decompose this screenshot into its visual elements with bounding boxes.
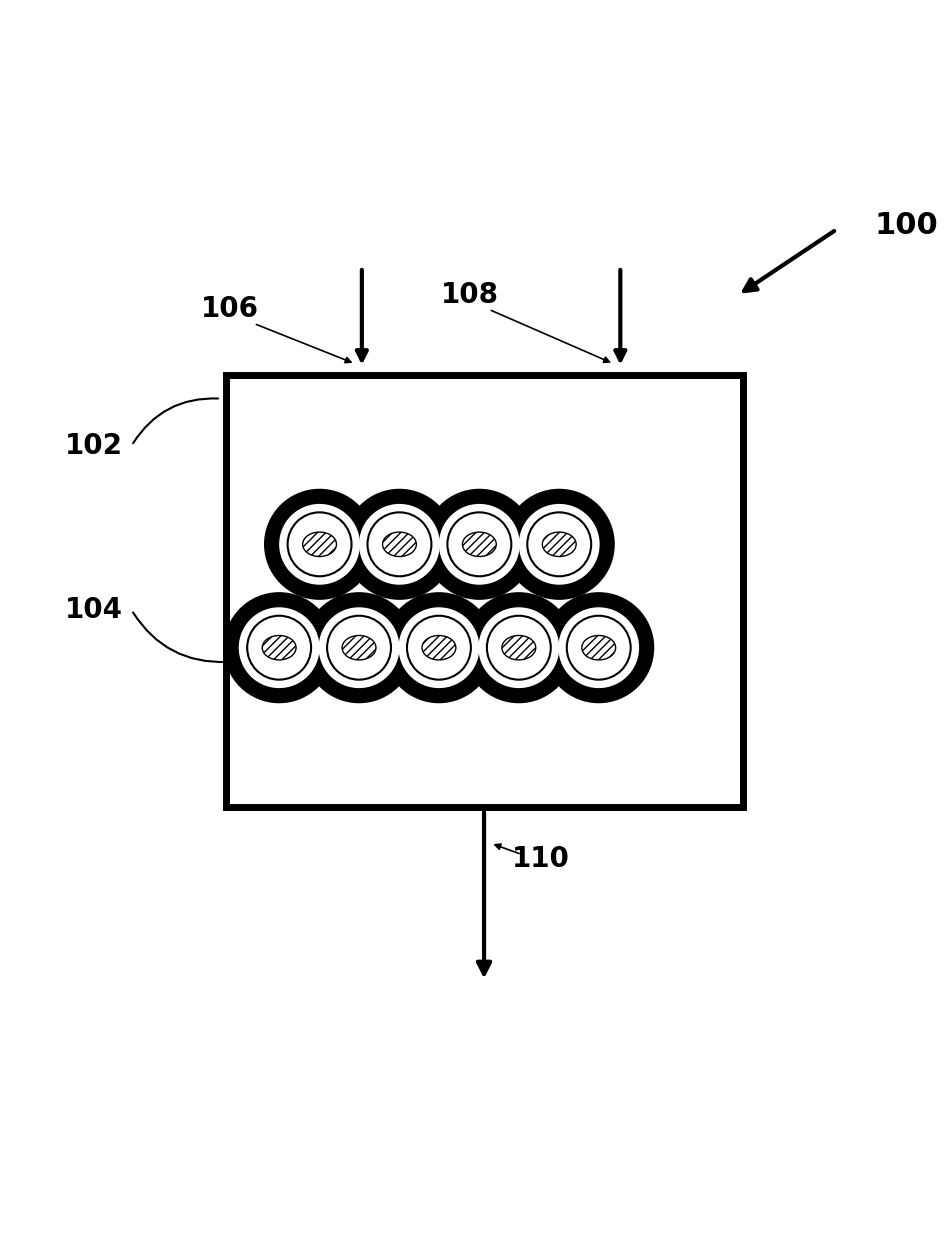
Ellipse shape — [342, 636, 376, 660]
Text: 100: 100 — [874, 211, 938, 239]
Circle shape — [279, 504, 360, 585]
Circle shape — [359, 504, 440, 585]
Circle shape — [385, 593, 493, 703]
Ellipse shape — [262, 636, 296, 660]
Ellipse shape — [383, 532, 416, 556]
Bar — [226, 375, 743, 808]
Circle shape — [225, 593, 333, 703]
Circle shape — [399, 607, 480, 688]
Circle shape — [425, 489, 534, 598]
Circle shape — [319, 607, 400, 688]
Circle shape — [305, 593, 413, 703]
Ellipse shape — [422, 636, 456, 660]
Circle shape — [545, 593, 653, 703]
Circle shape — [558, 607, 639, 688]
Ellipse shape — [303, 532, 336, 556]
Circle shape — [505, 489, 614, 598]
Text: 110: 110 — [511, 845, 569, 873]
Circle shape — [265, 489, 374, 598]
Ellipse shape — [502, 636, 536, 660]
Text: 104: 104 — [65, 596, 123, 624]
Text: 106: 106 — [201, 295, 259, 323]
Circle shape — [345, 489, 454, 598]
Circle shape — [239, 607, 320, 688]
Text: 102: 102 — [65, 431, 123, 460]
Circle shape — [479, 607, 559, 688]
Text: 108: 108 — [441, 281, 499, 310]
Ellipse shape — [463, 532, 496, 556]
Ellipse shape — [543, 532, 576, 556]
Circle shape — [519, 504, 600, 585]
Circle shape — [439, 504, 520, 585]
Ellipse shape — [582, 636, 616, 660]
Circle shape — [465, 593, 573, 703]
